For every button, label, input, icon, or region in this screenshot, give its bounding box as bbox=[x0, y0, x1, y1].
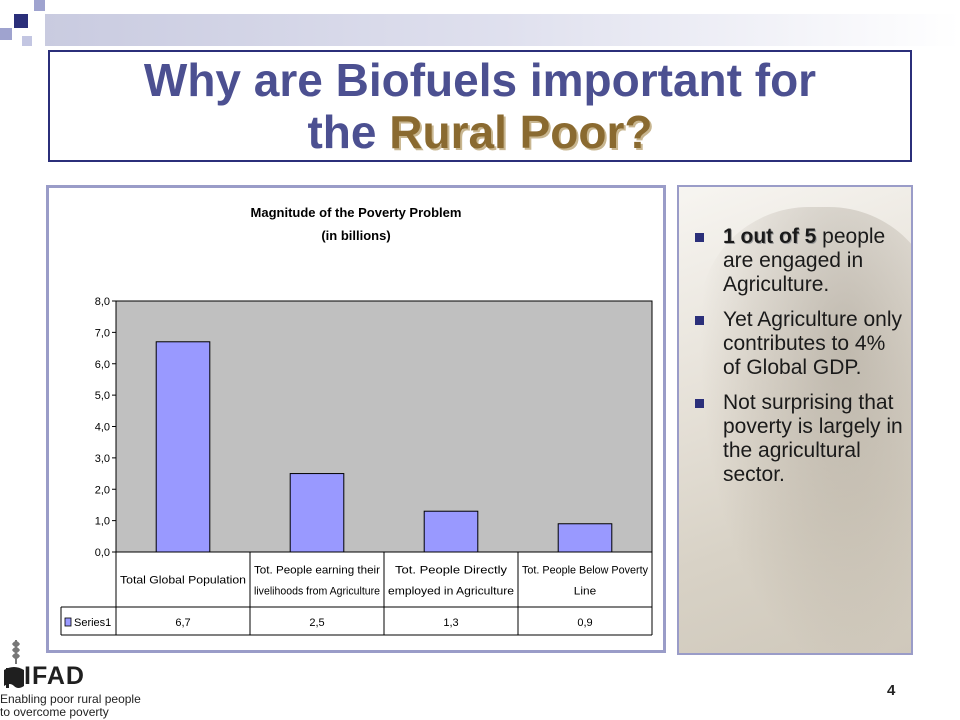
bullet-emphasis: 1 out of 5 bbox=[723, 225, 817, 248]
logo-tagline-line1: Enabling poor rural people bbox=[0, 692, 141, 706]
y-tick-label: 2,0 bbox=[95, 484, 110, 496]
logo-tagline-line2: to overcome poverty bbox=[0, 705, 109, 719]
slide-title-emphasis: Rural Poor? bbox=[389, 106, 653, 158]
y-tick-label: 5,0 bbox=[95, 390, 110, 402]
bar bbox=[423, 510, 479, 553]
logo-tagline: Enabling poor rural people to overcome p… bbox=[0, 693, 170, 719]
bar bbox=[557, 523, 613, 553]
page-number: 4 bbox=[887, 682, 896, 699]
data-label: 6,7 bbox=[175, 617, 190, 629]
bullet-item: 1 out of 5 people are engaged in Agricul… bbox=[689, 225, 907, 297]
data-label: 2,5 bbox=[309, 617, 324, 629]
y-tick-label: 6,0 bbox=[95, 359, 110, 371]
bar bbox=[289, 473, 345, 553]
category-label: Tot. People Below Poverty bbox=[522, 565, 648, 577]
data-label: 0,9 bbox=[577, 617, 592, 629]
ifad-logo-icon bbox=[4, 640, 24, 688]
chart-title-line2: (in billions) bbox=[321, 228, 390, 243]
corner-square-light bbox=[0, 28, 12, 40]
header-gradient-bar bbox=[45, 14, 960, 46]
bullet-text: Yet Agriculture only contributes to 4% o… bbox=[723, 308, 903, 379]
category-label: Tot. People Directly bbox=[395, 565, 508, 577]
data-label: 1,3 bbox=[443, 617, 458, 629]
category-label: Tot. People earning their bbox=[254, 565, 380, 577]
legend-label: Series1 bbox=[74, 617, 111, 629]
bullet-item: Yet Agriculture only contributes to 4% o… bbox=[689, 308, 907, 380]
bullet-list: 1 out of 5 people are engaged in Agricul… bbox=[689, 225, 907, 498]
bullet-text: Not surprising that poverty is largely i… bbox=[723, 391, 903, 486]
corner-square-light bbox=[34, 0, 45, 11]
slide-title-line1: Why are Biofuels important for bbox=[143, 54, 817, 106]
y-tick-label: 1,0 bbox=[95, 516, 110, 528]
category-label: Line bbox=[574, 586, 596, 598]
title-frame: Why are Biofuels important for the Rural… bbox=[48, 50, 912, 162]
category-label: Total Global Population bbox=[120, 575, 246, 587]
logo-wordmark: IFAD bbox=[24, 662, 85, 690]
bar bbox=[155, 341, 211, 553]
bullet-item: Not surprising that poverty is largely i… bbox=[689, 391, 907, 487]
corner-square-light bbox=[22, 36, 32, 46]
legend-swatch bbox=[64, 617, 72, 627]
y-tick-label: 7,0 bbox=[95, 327, 110, 339]
corner-square-navy bbox=[14, 14, 28, 28]
chart-frame: Magnitude of the Poverty Problem (in bill… bbox=[46, 185, 666, 653]
y-tick-label: 4,0 bbox=[95, 422, 110, 434]
slide-title-plain: the bbox=[307, 106, 390, 158]
category-label: livelihoods from Agriculture bbox=[254, 586, 380, 598]
category-label: employed in Agriculture bbox=[388, 586, 514, 598]
background-photo bbox=[699, 207, 911, 653]
y-tick-label: 3,0 bbox=[95, 453, 110, 465]
bullet-text: people are engaged in Agriculture. bbox=[723, 225, 886, 296]
bullet-panel: 1 out of 5 people are engaged in Agricul… bbox=[677, 185, 913, 655]
y-tick-label: 8,0 bbox=[95, 296, 110, 308]
y-tick-label: 0,0 bbox=[95, 547, 110, 559]
bar-chart: Magnitude of the Poverty Problem (in bill… bbox=[60, 205, 653, 636]
chart-title-line1: Magnitude of the Poverty Problem bbox=[251, 205, 462, 220]
slide-title-line2: the Rural Poor? bbox=[50, 106, 910, 158]
